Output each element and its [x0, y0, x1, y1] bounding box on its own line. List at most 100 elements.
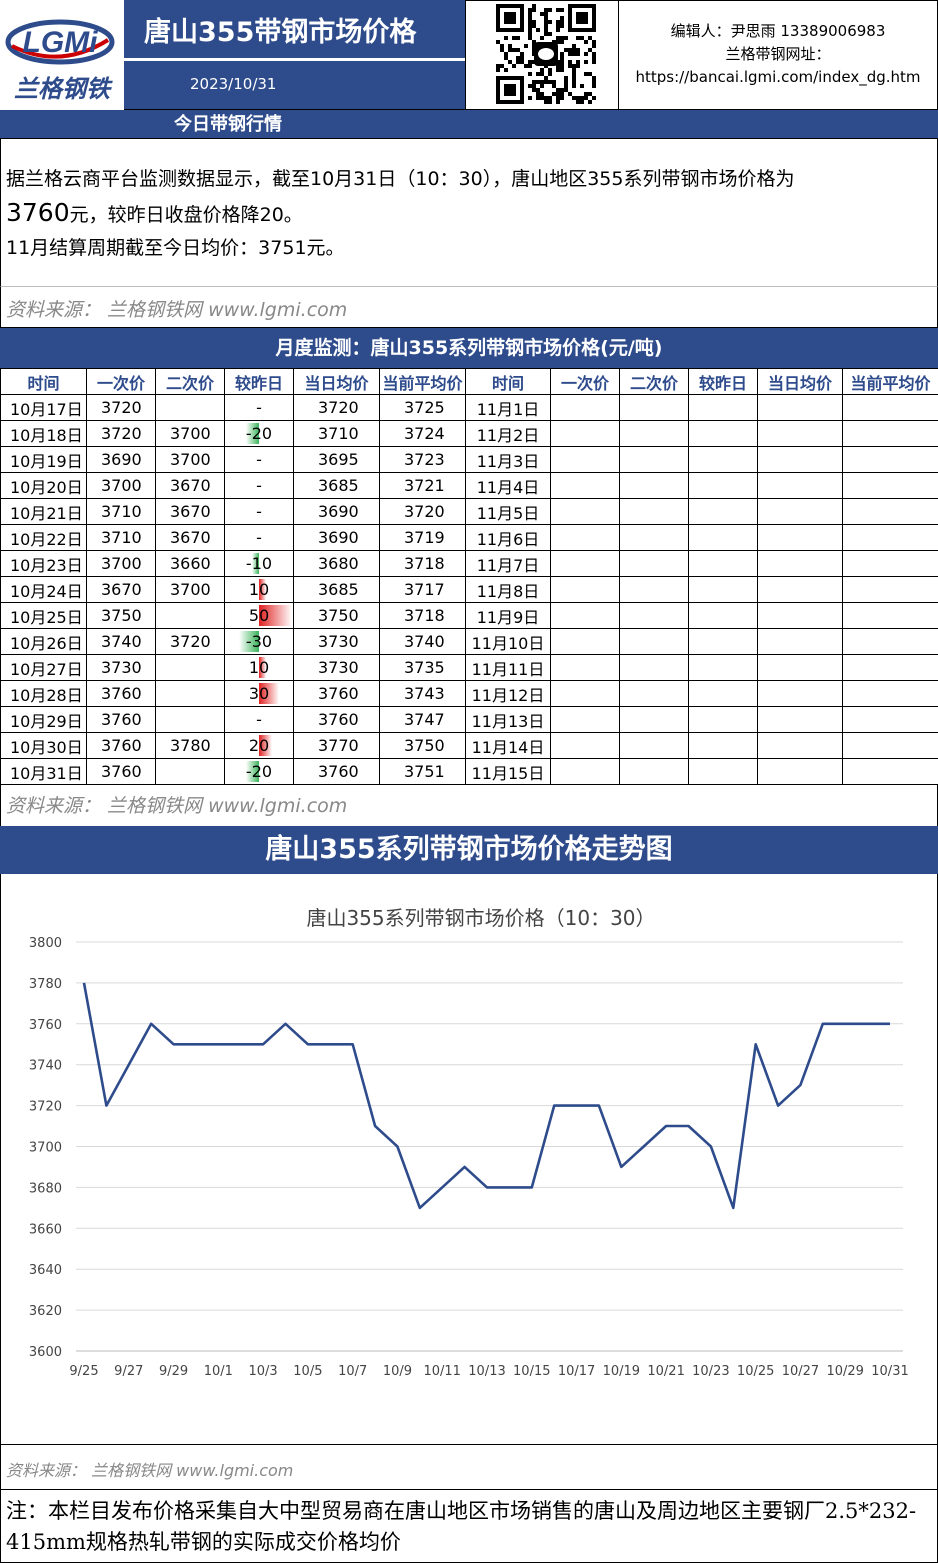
monthly-section-title: 月度监测：唐山355系列带钢市场价格(元/吨): [0, 328, 938, 368]
empty-cell: [619, 602, 689, 629]
cell-p2: 3660: [155, 550, 225, 577]
empty-cell: [842, 732, 938, 759]
change-cell: -20: [224, 420, 294, 447]
summary-change: 元，较昨日收盘价格降20。: [69, 204, 303, 226]
empty-cell: [688, 654, 758, 681]
empty-cell: [757, 654, 843, 681]
change-cell: -: [224, 706, 294, 733]
change-cell: -10: [224, 550, 294, 577]
empty-cell: [619, 524, 689, 551]
lgmi-logo-icon: LGMi 兰格钢铁: [5, 19, 115, 103]
empty-cell: [757, 706, 843, 733]
empty-cell: [757, 524, 843, 551]
cell-date: 10月21日: [0, 498, 87, 525]
x-tick-label: 10/29: [826, 1364, 863, 1379]
increase-bar: [259, 605, 292, 626]
cell-avg: 3695: [293, 446, 380, 473]
summary-price: 3760: [6, 198, 70, 227]
cell-date2: 11月5日: [465, 498, 551, 525]
empty-cell: [550, 524, 620, 551]
cell-date: 10月17日: [0, 394, 87, 421]
empty-cell: [619, 706, 689, 733]
empty-cell: [688, 706, 758, 733]
cell-avg: 3750: [293, 602, 380, 629]
x-tick-label: 10/9: [383, 1364, 412, 1379]
empty-cell: [619, 394, 689, 421]
change-cell: -20: [224, 758, 294, 785]
cell-date2: 11月1日: [465, 394, 551, 421]
empty-cell: [757, 680, 843, 707]
column-header: 当前平均价: [842, 368, 938, 395]
cell-date2: 11月3日: [465, 446, 551, 473]
cell-date2: 11月9日: [465, 602, 551, 629]
empty-cell: [550, 758, 620, 785]
increase-bar: [259, 683, 279, 704]
empty-cell: [688, 498, 758, 525]
change-cell: 50: [224, 602, 294, 629]
x-tick-label: 10/5: [293, 1364, 322, 1379]
cell-avg: 3685: [293, 472, 380, 499]
cell-p2: [155, 680, 225, 707]
source-note: 资料来源： 兰格钢铁网 www.lgmi.com: [0, 784, 938, 826]
empty-cell: [842, 758, 938, 785]
cell-avg: 3730: [293, 654, 380, 681]
y-tick-label: 3660: [29, 1222, 62, 1237]
cell-p1: 3750: [86, 602, 156, 629]
cell-cur: 3724: [379, 420, 466, 447]
cell-date: 10月22日: [0, 524, 87, 551]
empty-cell: [688, 394, 758, 421]
column-header: 当日均价: [293, 368, 380, 395]
y-tick-label: 3780: [29, 977, 62, 992]
table-row: 10月25日 3750 50 3750 3718 11月9日: [0, 602, 938, 629]
cell-cur: 3735: [379, 654, 466, 681]
cell-p1: 3710: [86, 498, 156, 525]
cell-date: 10月31日: [0, 758, 87, 785]
empty-cell: [757, 394, 843, 421]
site-url-link[interactable]: https://bancai.lgmi.com/index_dg.htm: [635, 68, 921, 86]
change-cell: 20: [224, 732, 294, 759]
change-value: 50: [248, 606, 270, 625]
cell-date: 10月25日: [0, 602, 87, 629]
empty-cell: [619, 680, 689, 707]
y-tick-label: 3700: [29, 1141, 62, 1156]
cell-p1: 3690: [86, 446, 156, 473]
x-tick-label: 10/15: [513, 1364, 550, 1379]
cell-cur: 3719: [379, 524, 466, 551]
table-row: 10月27日 3730 10 3730 3735 11月11日: [0, 654, 938, 681]
x-tick-label: 10/17: [558, 1364, 595, 1379]
y-tick-label: 3640: [29, 1263, 62, 1278]
logo-text: LGMi: [23, 26, 99, 59]
footnote: 注：本栏目发布价格采集自大中型贸易商在唐山地区市场销售的唐山及周边地区主要钢厂2…: [0, 1490, 938, 1563]
y-tick-label: 3680: [29, 1181, 62, 1196]
cell-avg: 3760: [293, 758, 380, 785]
cell-p2: 3670: [155, 524, 225, 551]
cell-p1: 3670: [86, 576, 156, 603]
y-tick-label: 3760: [29, 1018, 62, 1033]
source-note: 资料来源： 兰格钢铁网 www.lgmi.com: [0, 1444, 938, 1490]
cell-p2: 3720: [155, 628, 225, 655]
empty-cell: [757, 758, 843, 785]
cell-avg: 3720: [293, 394, 380, 421]
empty-cell: [619, 628, 689, 655]
empty-cell: [842, 446, 938, 473]
cell-date: 10月27日: [0, 654, 87, 681]
table-row: 10月23日 3700 3660 -10 3680 3718 11月7日: [0, 550, 938, 577]
cell-cur: 3718: [379, 550, 466, 577]
qr-code-icon[interactable]: [496, 4, 596, 104]
empty-cell: [688, 758, 758, 785]
increase-bar: [259, 579, 266, 600]
cell-p1: 3700: [86, 472, 156, 499]
empty-cell: [550, 654, 620, 681]
cell-p1: 3710: [86, 524, 156, 551]
cell-date2: 11月13日: [465, 706, 551, 733]
change-value: 20: [248, 736, 270, 755]
column-header: 当前平均价: [379, 368, 466, 395]
empty-cell: [842, 706, 938, 733]
source-note: 资料来源： 兰格钢铁网 www.lgmi.com: [0, 286, 938, 328]
empty-cell: [550, 394, 620, 421]
empty-cell: [688, 524, 758, 551]
empty-cell: [842, 680, 938, 707]
column-header: 二次价: [155, 368, 225, 395]
empty-cell: [688, 550, 758, 577]
chart-title: 唐山355系列带钢市场价格（10：30）: [306, 906, 655, 930]
